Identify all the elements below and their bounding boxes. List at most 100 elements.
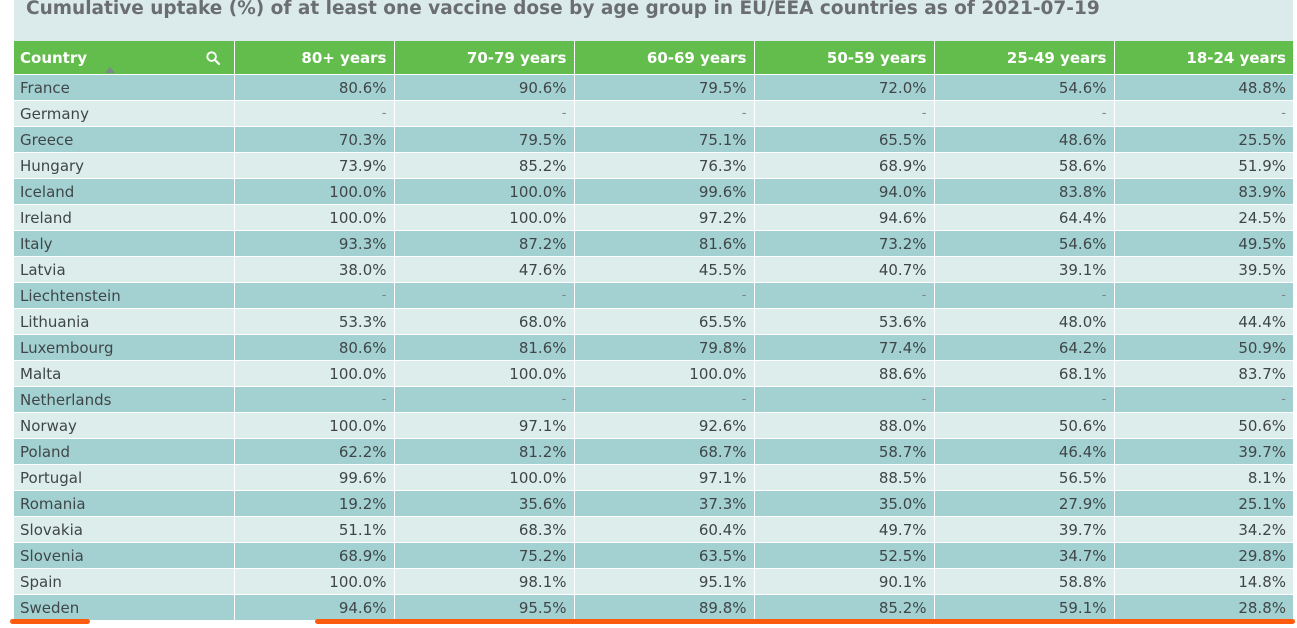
uptake-cell: 100.0% bbox=[234, 178, 395, 205]
uptake-cell: 100.0% bbox=[394, 464, 575, 491]
title-band bbox=[14, 0, 1293, 41]
uptake-cell: 52.5% bbox=[754, 542, 935, 569]
uptake-cell: 48.8% bbox=[1114, 74, 1293, 101]
uptake-cell: 24.5% bbox=[1114, 204, 1293, 231]
uptake-cell: 89.8% bbox=[574, 594, 755, 620]
uptake-cell: - bbox=[574, 386, 755, 413]
uptake-cell: 79.5% bbox=[394, 126, 575, 153]
highlight-underline-right bbox=[315, 619, 1295, 624]
uptake-cell: 88.5% bbox=[754, 464, 935, 491]
uptake-cell: 44.4% bbox=[1114, 308, 1293, 335]
uptake-cell: 58.8% bbox=[934, 568, 1115, 595]
uptake-cell: 68.1% bbox=[934, 360, 1115, 387]
country-cell: Spain bbox=[14, 568, 235, 595]
uptake-cell: - bbox=[754, 386, 935, 413]
country-cell: Liechtenstein bbox=[14, 282, 235, 309]
uptake-cell: - bbox=[234, 386, 395, 413]
uptake-cell: 54.6% bbox=[934, 74, 1115, 101]
uptake-cell: - bbox=[394, 100, 575, 127]
uptake-cell: 100.0% bbox=[394, 204, 575, 231]
uptake-cell: 39.1% bbox=[934, 256, 1115, 283]
uptake-cell: 39.5% bbox=[1114, 256, 1293, 283]
column-header-60-69[interactable]: 60-69 years bbox=[574, 41, 755, 75]
uptake-cell: 94.6% bbox=[754, 204, 935, 231]
table-body: France 80.6% 90.6% 79.5% 72.0% 54.6% 48.8% Germ… bbox=[14, 74, 1293, 620]
uptake-cell: 73.9% bbox=[234, 152, 395, 179]
uptake-cell: 73.2% bbox=[754, 230, 935, 257]
uptake-cell: - bbox=[1114, 386, 1293, 413]
uptake-cell: 35.6% bbox=[394, 490, 575, 517]
country-cell: France bbox=[14, 74, 235, 101]
uptake-cell: 53.6% bbox=[754, 308, 935, 335]
table-row: Poland 62.2% 81.2% 68.7% 58.7% 46.4% 39.7% bbox=[14, 438, 1293, 465]
header-row: Country 80+ years 70-79 years 60-69 year… bbox=[14, 41, 1293, 75]
uptake-cell: 64.4% bbox=[934, 204, 1115, 231]
uptake-cell: 60.4% bbox=[574, 516, 755, 543]
column-header-country[interactable]: Country bbox=[14, 41, 235, 75]
uptake-cell: - bbox=[574, 282, 755, 309]
uptake-cell: - bbox=[754, 282, 935, 309]
uptake-cell: - bbox=[1114, 100, 1293, 127]
search-icon[interactable] bbox=[205, 51, 220, 65]
uptake-cell: 65.5% bbox=[754, 126, 935, 153]
uptake-cell: 58.6% bbox=[934, 152, 1115, 179]
uptake-cell: 35.0% bbox=[754, 490, 935, 517]
table-row: Portugal 99.6% 100.0% 97.1% 88.5% 56.5% 8.1% bbox=[14, 464, 1293, 491]
table-row: Greece 70.3% 79.5% 75.1% 65.5% 48.6% 25.5% bbox=[14, 126, 1293, 153]
uptake-cell: 81.2% bbox=[394, 438, 575, 465]
country-cell: Germany bbox=[14, 100, 235, 127]
uptake-cell: 28.8% bbox=[1114, 594, 1293, 620]
uptake-cell: 38.0% bbox=[234, 256, 395, 283]
uptake-cell: 75.1% bbox=[574, 126, 755, 153]
uptake-cell: 94.0% bbox=[754, 178, 935, 205]
column-header-50-59[interactable]: 50-59 years bbox=[754, 41, 935, 75]
table-row: Ireland 100.0% 100.0% 97.2% 94.6% 64.4% 24.5% bbox=[14, 204, 1293, 231]
sort-ascending-icon[interactable] bbox=[105, 67, 115, 73]
column-header-18-24[interactable]: 18-24 years bbox=[1114, 41, 1293, 75]
uptake-cell: 49.7% bbox=[754, 516, 935, 543]
uptake-cell: 34.7% bbox=[934, 542, 1115, 569]
uptake-cell: - bbox=[394, 282, 575, 309]
uptake-cell: 100.0% bbox=[234, 568, 395, 595]
uptake-cell: 81.6% bbox=[394, 334, 575, 361]
column-header-80plus[interactable]: 80+ years bbox=[234, 41, 395, 75]
uptake-cell: 65.5% bbox=[574, 308, 755, 335]
uptake-cell: - bbox=[234, 282, 395, 309]
table-row: Liechtenstein - - - - - - bbox=[14, 282, 1293, 309]
country-cell: Latvia bbox=[14, 256, 235, 283]
uptake-cell: 88.6% bbox=[754, 360, 935, 387]
table-row: Slovenia 68.9% 75.2% 63.5% 52.5% 34.7% 29.8% bbox=[14, 542, 1293, 569]
country-cell: Slovakia bbox=[14, 516, 235, 543]
uptake-cell: 72.0% bbox=[754, 74, 935, 101]
uptake-cell: 39.7% bbox=[934, 516, 1115, 543]
table-row: Romania 19.2% 35.6% 37.3% 35.0% 27.9% 25.1% bbox=[14, 490, 1293, 517]
uptake-cell: 99.6% bbox=[234, 464, 395, 491]
country-cell: Ireland bbox=[14, 204, 235, 231]
uptake-cell: - bbox=[934, 282, 1115, 309]
uptake-cell: 39.7% bbox=[1114, 438, 1293, 465]
uptake-cell: 81.6% bbox=[574, 230, 755, 257]
uptake-cell: 53.3% bbox=[234, 308, 395, 335]
uptake-cell: 50.6% bbox=[1114, 412, 1293, 439]
country-cell: Italy bbox=[14, 230, 235, 257]
uptake-cell: 40.7% bbox=[754, 256, 935, 283]
country-cell: Norway bbox=[14, 412, 235, 439]
uptake-cell: 97.1% bbox=[574, 464, 755, 491]
uptake-cell: 100.0% bbox=[234, 204, 395, 231]
column-header-70-79[interactable]: 70-79 years bbox=[394, 41, 575, 75]
country-cell: Sweden bbox=[14, 594, 235, 620]
uptake-cell: 100.0% bbox=[234, 360, 395, 387]
uptake-cell: 63.5% bbox=[574, 542, 755, 569]
uptake-cell: 79.5% bbox=[574, 74, 755, 101]
uptake-cell: 46.4% bbox=[934, 438, 1115, 465]
uptake-cell: - bbox=[934, 386, 1115, 413]
uptake-cell: 80.6% bbox=[234, 74, 395, 101]
uptake-cell: 94.6% bbox=[234, 594, 395, 620]
uptake-cell: 68.0% bbox=[394, 308, 575, 335]
table-row: France 80.6% 90.6% 79.5% 72.0% 54.6% 48.8% bbox=[14, 74, 1293, 101]
uptake-cell: 68.3% bbox=[394, 516, 575, 543]
uptake-cell: - bbox=[394, 386, 575, 413]
table-row: Norway 100.0% 97.1% 92.6% 88.0% 50.6% 50.6% bbox=[14, 412, 1293, 439]
uptake-cell: 83.7% bbox=[1114, 360, 1293, 387]
column-header-25-49[interactable]: 25-49 years bbox=[934, 41, 1115, 75]
